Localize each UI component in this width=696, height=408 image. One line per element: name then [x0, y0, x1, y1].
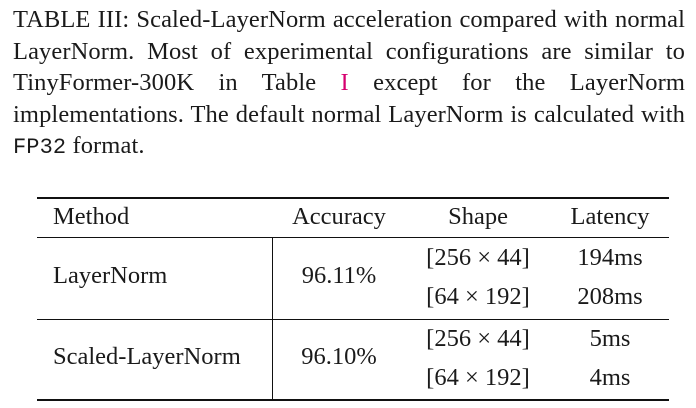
row-shape: [256 × 44] — [426, 325, 530, 352]
caption-text: Scaled-LayerNorm acceleration compared w… — [13, 6, 685, 96]
row-shape: [64 × 192] — [426, 283, 530, 310]
row-shape: [256 × 44] — [426, 244, 530, 271]
row-accuracy: 96.10% — [301, 343, 377, 370]
header-method: Method — [53, 203, 130, 230]
table-reference-link[interactable]: I — [340, 69, 349, 96]
table-header-rule — [37, 237, 669, 238]
row-shape: [64 × 192] — [426, 364, 530, 391]
table-top-rule — [37, 197, 669, 199]
row-method: Scaled-LayerNorm — [53, 343, 241, 370]
header-latency: Latency — [570, 203, 650, 230]
caption-label: TABLE III: — [13, 6, 130, 33]
table-bottom-rule — [37, 399, 669, 401]
caption-format: FP32 — [13, 135, 67, 160]
table-column-divider — [272, 237, 273, 399]
row-accuracy: 96.11% — [301, 262, 377, 289]
row-method: LayerNorm — [53, 262, 168, 289]
row-latency: 4ms — [589, 364, 631, 391]
table-row-separator — [37, 319, 669, 320]
header-shape: Shape — [448, 203, 508, 230]
caption-text-continued: except for the LayerNorm implementations… — [13, 69, 685, 128]
caption-text-end: format. — [66, 132, 145, 159]
table-caption: TABLE III: Scaled-LayerNorm acceleration… — [13, 4, 685, 164]
row-latency: 208ms — [577, 283, 643, 310]
row-latency: 194ms — [577, 244, 643, 271]
header-accuracy: Accuracy — [292, 203, 386, 230]
row-latency: 5ms — [589, 325, 631, 352]
